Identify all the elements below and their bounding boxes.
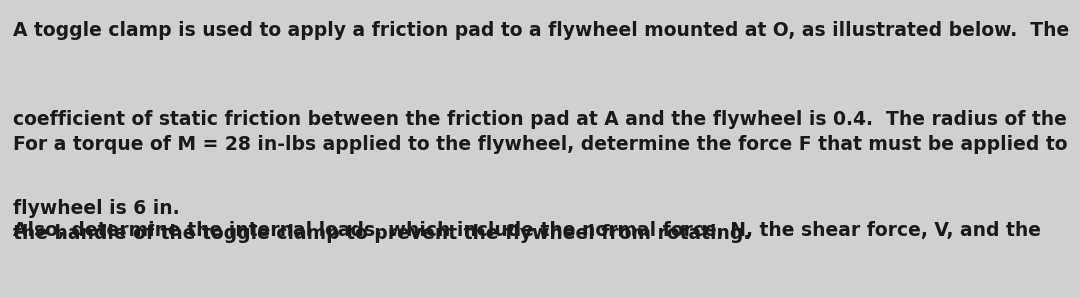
Text: Also, determine the internal loads, which include the normal force, N, the shear: Also, determine the internal loads, whic… xyxy=(13,221,1041,240)
Text: flywheel is 6 in.: flywheel is 6 in. xyxy=(13,199,179,218)
Text: A toggle clamp is used to apply a friction pad to a flywheel mounted at O, as il: A toggle clamp is used to apply a fricti… xyxy=(13,21,1069,40)
Text: the handle of the toggle clamp to prevent the flywheel from rotating.: the handle of the toggle clamp to preven… xyxy=(13,224,751,243)
Text: For a torque of M = 28 in-lbs applied to the flywheel, determine the force F tha: For a torque of M = 28 in-lbs applied to… xyxy=(13,135,1067,154)
Text: coefficient of static friction between the friction pad at A and the flywheel is: coefficient of static friction between t… xyxy=(13,110,1067,129)
